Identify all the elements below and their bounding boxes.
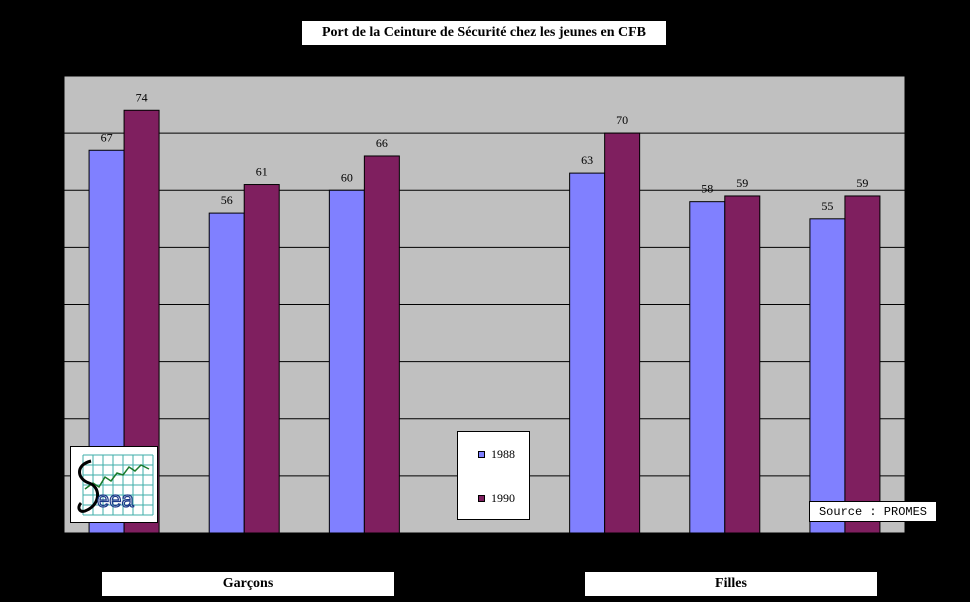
source-label: Source : PROMES xyxy=(809,501,937,522)
svg-text:eea: eea xyxy=(97,487,134,512)
data-label: 56 xyxy=(221,193,233,207)
bar xyxy=(363,155,400,534)
legend-label-1988: 1988 xyxy=(491,447,515,461)
data-label: 59 xyxy=(856,176,868,190)
bar xyxy=(689,201,726,534)
bar xyxy=(809,218,846,534)
data-label: 74 xyxy=(136,90,148,104)
chart-title: Port de la Ceinture de Sécurité chez les… xyxy=(301,20,667,46)
group-label-filles: Filles xyxy=(584,571,878,597)
legend-item-1988: 1988 xyxy=(478,447,515,462)
data-label: 63 xyxy=(581,153,593,167)
group-label-garcons: Garçons xyxy=(101,571,395,597)
legend-swatch-1990 xyxy=(478,495,485,502)
data-label: 61 xyxy=(256,165,268,179)
data-label: 58 xyxy=(701,182,713,196)
data-label: 70 xyxy=(616,113,628,127)
bar xyxy=(724,195,761,534)
data-label: 66 xyxy=(376,136,388,150)
data-label: 59 xyxy=(736,176,748,190)
bar xyxy=(243,184,280,534)
bar xyxy=(208,212,245,534)
legend-item-1990: 1990 xyxy=(478,491,515,506)
data-label: 60 xyxy=(341,170,353,184)
chart-legend: 1988 1990 xyxy=(457,431,530,520)
legend-label-1990: 1990 xyxy=(491,491,515,505)
bar xyxy=(604,132,641,534)
data-label: 55 xyxy=(821,199,833,213)
data-label: 67 xyxy=(101,130,113,144)
bar xyxy=(569,172,606,534)
legend-swatch-1988 xyxy=(478,451,485,458)
bar xyxy=(844,195,881,534)
logo-graphic: eea xyxy=(77,454,154,516)
bar xyxy=(328,189,365,534)
logo: eea xyxy=(70,446,158,523)
